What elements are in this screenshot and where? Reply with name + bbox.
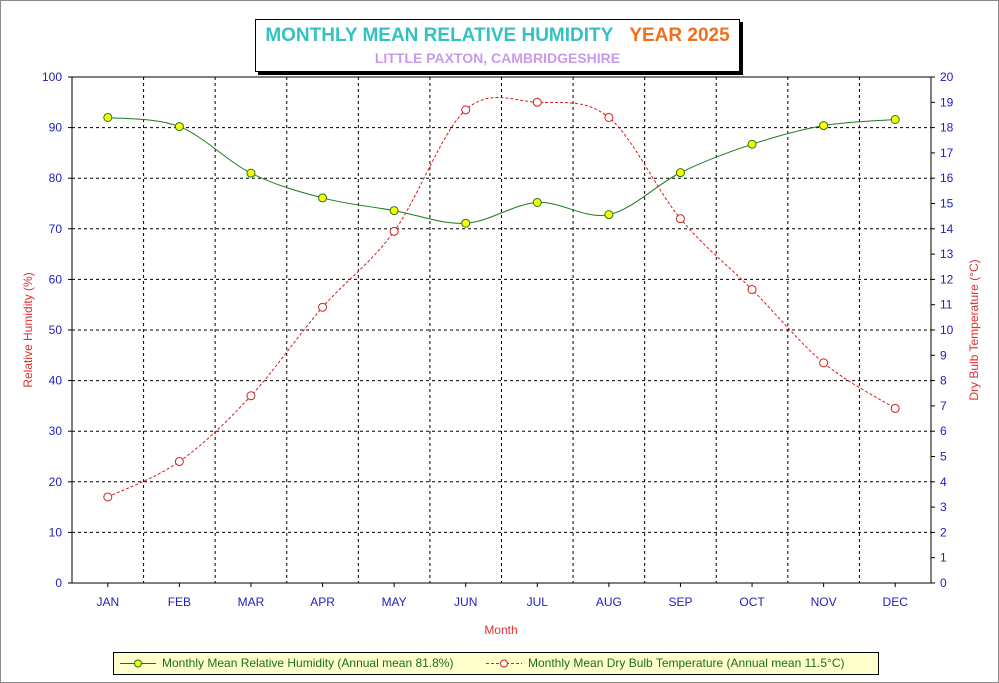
y2-tick-label: 16 xyxy=(940,171,954,185)
x-tick-label: JUL xyxy=(527,595,549,609)
y2-tick-label: 18 xyxy=(940,121,954,135)
y-tick-label: 10 xyxy=(49,525,63,539)
y2-tick-label: 13 xyxy=(940,247,954,261)
y2-tick-label: 0 xyxy=(940,576,947,590)
y2-tick-label: 14 xyxy=(940,222,954,236)
temperature-point xyxy=(532,97,542,107)
temperature-point xyxy=(389,226,399,236)
y2-tick-label: 6 xyxy=(940,424,947,438)
y2-tick-label: 3 xyxy=(940,500,947,514)
y-tick-label: 20 xyxy=(49,475,63,489)
grid xyxy=(72,77,931,583)
y2-tick-label: 7 xyxy=(940,399,947,413)
x-tick-label: NOV xyxy=(811,595,837,609)
y-tick-label: 100 xyxy=(42,70,62,84)
temperature-point xyxy=(246,391,256,401)
humidity-point xyxy=(389,206,399,216)
temperature-point xyxy=(890,403,900,413)
temperature-point xyxy=(747,285,757,295)
temperature-point xyxy=(675,214,685,224)
humidity-point xyxy=(532,197,542,207)
legend-item-temperature: Monthly Mean Dry Bulb Temperature (Annua… xyxy=(484,655,874,672)
y-tick-label: 30 xyxy=(49,424,63,438)
legend-humidity-symbol xyxy=(120,659,156,668)
y-tick-label: 80 xyxy=(49,171,63,185)
y2-tick-label: 8 xyxy=(940,374,947,388)
y-tick-label: 50 xyxy=(49,323,63,337)
x-tick-label: MAY xyxy=(382,595,407,609)
humidity-point xyxy=(103,112,113,122)
legend-humidity-label: Monthly Mean Relative Humidity (Annual m… xyxy=(162,656,454,670)
title-box: MONTHLY MEAN RELATIVE HUMIDITY YEAR 2025 … xyxy=(255,19,740,72)
humidity-point xyxy=(461,218,471,228)
x-axis-label: Month xyxy=(484,623,517,637)
x-tick-label: APR xyxy=(310,595,335,609)
x-tick-label: FEB xyxy=(168,595,191,609)
humidity-point xyxy=(890,115,900,125)
y2-tick-label: 10 xyxy=(940,323,954,337)
temperature-point xyxy=(174,457,184,467)
humidity-point xyxy=(604,210,614,220)
y2-tick-label: 9 xyxy=(940,348,947,362)
humidity-point xyxy=(318,193,328,203)
humidity-point xyxy=(174,122,184,132)
y2-tick-label: 17 xyxy=(940,146,954,160)
legend-temperature-label: Monthly Mean Dry Bulb Temperature (Annua… xyxy=(528,656,845,670)
y2-tick-label: 1 xyxy=(940,551,947,565)
y2-axis-label: Dry Bulb Temperature (°C) xyxy=(967,259,981,400)
temperature-point xyxy=(819,358,829,368)
y2-tick-label: 12 xyxy=(940,272,954,286)
temperature-point xyxy=(318,302,328,312)
y2-tick-label: 5 xyxy=(940,450,947,464)
y-tick-label: 70 xyxy=(49,222,63,236)
chart-subtitle: LITTLE PAXTON, CAMBRIDGESHIRE xyxy=(374,50,621,66)
y2-tick-label: 11 xyxy=(940,298,953,312)
temperature-point xyxy=(604,112,614,122)
y-tick-label: 0 xyxy=(55,576,62,590)
title-line: MONTHLY MEAN RELATIVE HUMIDITY YEAR 2025 xyxy=(256,25,739,47)
y2-tick-label: 2 xyxy=(940,525,947,539)
temperature-point xyxy=(103,492,113,502)
y-tick-label: 60 xyxy=(49,272,63,286)
humidity-point xyxy=(747,139,757,149)
axis-ticks: 0102030405060708090100012345678910111213… xyxy=(42,70,954,609)
humidity-point xyxy=(246,168,256,178)
x-tick-label: DEC xyxy=(883,595,909,609)
y2-tick-label: 4 xyxy=(940,475,947,489)
x-tick-label: SEP xyxy=(668,595,692,609)
temperature-point xyxy=(461,105,471,115)
series xyxy=(103,97,900,502)
y2-tick-label: 15 xyxy=(940,197,954,211)
humidity-point xyxy=(819,121,829,131)
y-axis-label: Relative Humidity (%) xyxy=(21,272,35,387)
chart-title: MONTHLY MEAN RELATIVE HUMIDITY xyxy=(265,25,614,46)
chart-year: YEAR 2025 xyxy=(629,25,730,46)
legend: Monthly Mean Relative Humidity (Annual m… xyxy=(113,652,879,675)
y2-tick-label: 19 xyxy=(940,95,954,109)
humidity-point xyxy=(675,168,685,178)
x-tick-label: JUN xyxy=(454,595,477,609)
legend-temperature-symbol xyxy=(486,659,522,668)
x-tick-label: AUG xyxy=(596,595,622,609)
y-tick-label: 90 xyxy=(49,121,63,135)
y-tick-label: 40 xyxy=(49,374,63,388)
x-tick-label: MAR xyxy=(238,595,265,609)
x-tick-label: JAN xyxy=(96,595,119,609)
legend-item-humidity: Monthly Mean Relative Humidity (Annual m… xyxy=(118,655,488,672)
y2-tick-label: 20 xyxy=(940,70,954,84)
x-tick-label: OCT xyxy=(739,595,765,609)
